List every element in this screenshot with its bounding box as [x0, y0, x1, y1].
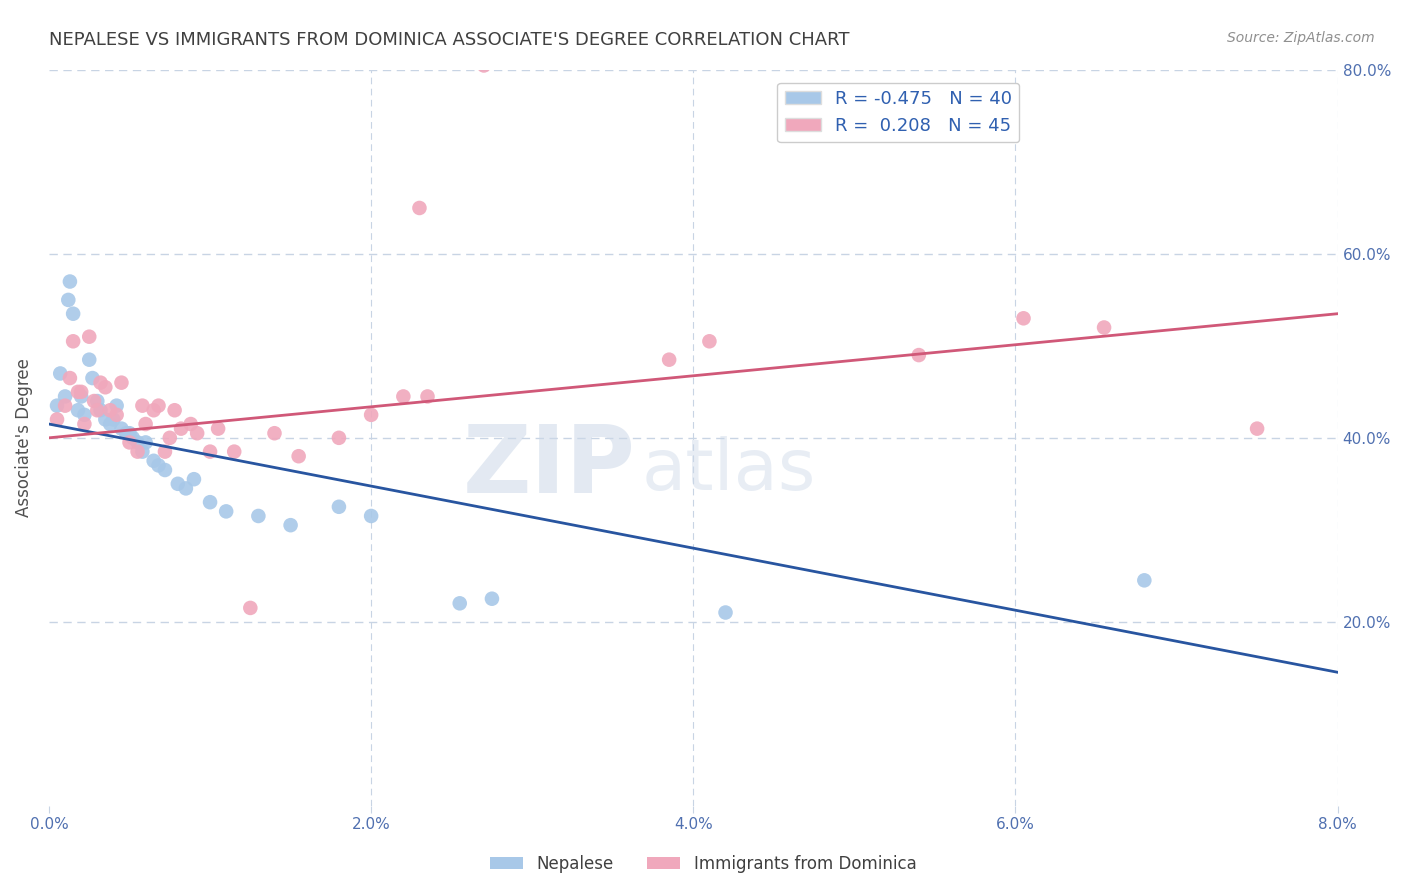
- Point: [1246, 422, 1268, 436]
- Point: [66, 403, 89, 417]
- Point: [86, 394, 108, 409]
- Point: [153, 444, 176, 458]
- Point: [239, 601, 262, 615]
- Point: [46, 399, 69, 413]
- Point: [115, 426, 138, 441]
- Point: [1012, 311, 1035, 326]
- Text: Source: ZipAtlas.com: Source: ZipAtlas.com: [1227, 31, 1375, 45]
- Point: [73, 417, 96, 431]
- Point: [66, 384, 89, 399]
- Point: [118, 435, 141, 450]
- Point: [94, 380, 117, 394]
- Point: [110, 422, 132, 436]
- Point: [135, 417, 157, 431]
- Point: [224, 444, 246, 458]
- Point: [118, 426, 141, 441]
- Point: [142, 454, 165, 468]
- Point: [714, 606, 737, 620]
- Point: [86, 403, 108, 417]
- Point: [159, 431, 181, 445]
- Point: [481, 591, 503, 606]
- Point: [198, 495, 221, 509]
- Point: [328, 431, 350, 445]
- Text: NEPALESE VS IMMIGRANTS FROM DOMINICA ASSOCIATE'S DEGREE CORRELATION CHART: NEPALESE VS IMMIGRANTS FROM DOMINICA ASS…: [49, 31, 849, 49]
- Point: [121, 431, 143, 445]
- Point: [1133, 574, 1156, 588]
- Point: [59, 371, 82, 385]
- Legend: R = -0.475   N = 40, R =  0.208   N = 45: R = -0.475 N = 40, R = 0.208 N = 45: [778, 83, 1019, 142]
- Point: [103, 412, 125, 426]
- Point: [62, 334, 84, 349]
- Point: [180, 417, 202, 431]
- Point: [215, 504, 238, 518]
- Point: [127, 444, 149, 458]
- Y-axis label: Associate's Degree: Associate's Degree: [15, 359, 32, 517]
- Point: [59, 275, 82, 289]
- Point: [89, 376, 111, 390]
- Point: [170, 422, 193, 436]
- Point: [263, 426, 285, 441]
- Point: [280, 518, 302, 533]
- Point: [174, 482, 197, 496]
- Point: [142, 403, 165, 417]
- Point: [98, 403, 121, 417]
- Point: [70, 384, 93, 399]
- Point: [73, 408, 96, 422]
- Point: [328, 500, 350, 514]
- Point: [53, 399, 76, 413]
- Point: [287, 449, 309, 463]
- Point: [127, 435, 149, 450]
- Point: [105, 408, 128, 422]
- Point: [89, 403, 111, 417]
- Point: [163, 403, 186, 417]
- Point: [198, 444, 221, 458]
- Point: [148, 458, 170, 473]
- Point: [62, 307, 84, 321]
- Point: [1092, 320, 1115, 334]
- Point: [148, 399, 170, 413]
- Point: [77, 352, 100, 367]
- Point: [449, 596, 471, 610]
- Point: [247, 508, 270, 523]
- Point: [98, 417, 121, 431]
- Point: [699, 334, 721, 349]
- Point: [70, 389, 93, 403]
- Point: [166, 476, 188, 491]
- Legend: Nepalese, Immigrants from Dominica: Nepalese, Immigrants from Dominica: [484, 848, 922, 880]
- Point: [153, 463, 176, 477]
- Point: [53, 389, 76, 403]
- Point: [110, 376, 132, 390]
- Point: [392, 389, 415, 403]
- Point: [94, 412, 117, 426]
- Text: atlas: atlas: [641, 436, 815, 506]
- Point: [58, 293, 80, 307]
- Text: ZIP: ZIP: [463, 421, 636, 513]
- Point: [908, 348, 931, 362]
- Point: [49, 367, 72, 381]
- Point: [183, 472, 205, 486]
- Point: [135, 435, 157, 450]
- Point: [207, 422, 229, 436]
- Point: [658, 352, 681, 367]
- Point: [472, 58, 495, 72]
- Point: [360, 408, 382, 422]
- Point: [131, 444, 153, 458]
- Point: [83, 394, 105, 409]
- Point: [105, 399, 128, 413]
- Point: [408, 201, 430, 215]
- Point: [77, 329, 100, 343]
- Point: [131, 399, 153, 413]
- Point: [46, 412, 69, 426]
- Point: [416, 389, 439, 403]
- Point: [360, 508, 382, 523]
- Point: [82, 371, 104, 385]
- Point: [186, 426, 208, 441]
